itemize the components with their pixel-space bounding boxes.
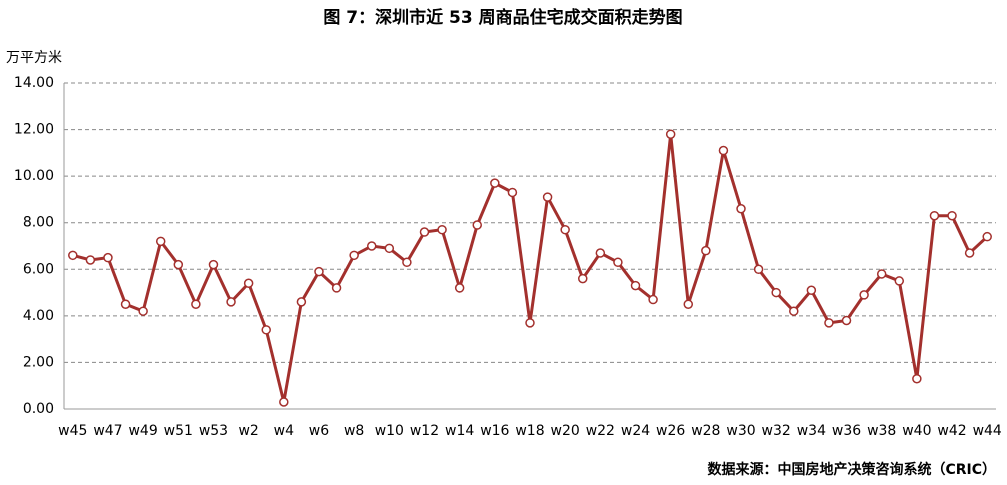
y-tick-label: 0.00 [23,401,54,417]
x-tick-label: w51 [164,423,193,439]
x-tick-label: w24 [621,423,650,439]
data-point [683,299,694,309]
data-point [859,290,869,300]
data-point [279,397,289,407]
x-tick-label: w47 [93,423,122,439]
data-point [402,257,412,268]
data-point [753,264,764,275]
x-tick-label: w10 [375,423,404,439]
data-point [525,318,535,328]
data-point [560,224,570,235]
data-point [824,318,834,328]
data-point [806,285,817,295]
x-tick-label: w28 [691,423,720,439]
data-point [296,297,307,307]
data-point [226,297,236,307]
source-note: 数据来源：中国房地产决策咨询系统（CRIC） [707,461,996,478]
data-point [701,245,711,256]
data-point [454,283,465,293]
x-tick-label: w32 [762,423,791,439]
y-tick-label: 12.00 [14,122,54,138]
data-point [982,231,992,242]
data-point [613,257,623,268]
data-point [243,278,254,289]
x-tick-label: w8 [344,423,364,439]
data-point [331,283,342,293]
y-axis-label: 万平方米 [6,50,62,66]
x-tick-label: w53 [199,423,228,439]
data-point [85,255,96,265]
data-point [542,192,553,202]
data-point [771,287,781,298]
data-point [665,129,676,139]
chart-title: 图 7：深圳市近 53 周商品住宅成交面积走势图 [323,7,682,28]
data-point [120,299,131,309]
x-tick-label: w14 [445,423,474,439]
data-point [68,250,78,261]
x-tick-label: w42 [937,423,966,439]
x-tick-label: w22 [586,423,615,439]
y-tick-label: 14.00 [14,75,54,91]
data-point [947,210,957,221]
x-tick-label: w45 [58,423,87,439]
data-point [384,243,395,254]
data-point [630,280,641,291]
data-point [736,203,746,214]
x-tick-label: w40 [902,423,931,439]
x-tick-label: w36 [832,423,861,439]
data-point [841,315,852,326]
x-tick-label: w44 [973,423,1002,439]
data-point [437,224,447,235]
series-line [72,134,989,403]
data-point [155,236,166,247]
data-point [349,250,359,261]
data-point [789,306,799,316]
x-tick-label: w49 [128,423,157,439]
x-tick-label: w4 [274,423,294,439]
x-tick-label: w38 [867,423,896,439]
y-tick-label: 10.00 [14,168,54,184]
data-point [595,248,606,258]
y-tick-label: 8.00 [23,215,54,231]
data-point [103,252,113,263]
x-tick-label: w6 [309,423,329,439]
y-tick-label: 6.00 [23,261,54,277]
data-point [964,248,975,258]
data-point [648,294,658,305]
data-point [718,145,729,156]
data-point [419,227,430,237]
data-point [894,276,905,286]
x-tick-label: w16 [480,423,509,439]
x-tick-label: w12 [410,423,439,439]
data-point [912,373,922,384]
x-tick-label: w20 [551,423,580,439]
data-point [490,178,500,188]
x-tick-label: w26 [656,423,685,439]
data-point [876,269,887,279]
data-point [929,210,940,221]
data-point [261,325,271,335]
data-point [191,299,201,309]
x-tick-label: w34 [797,423,826,439]
y-tick-label: 2.00 [23,354,54,370]
x-tick-label: w30 [726,423,755,439]
x-tick-label: w18 [515,423,544,439]
data-point [472,220,482,230]
data-point [173,259,184,270]
data-point [138,306,148,316]
data-point [208,259,219,270]
data-point [314,266,324,277]
data-point [578,273,588,284]
data-point [366,241,377,251]
x-tick-label: w2 [238,423,258,439]
data-point [507,187,518,198]
y-tick-label: 4.00 [23,308,54,324]
